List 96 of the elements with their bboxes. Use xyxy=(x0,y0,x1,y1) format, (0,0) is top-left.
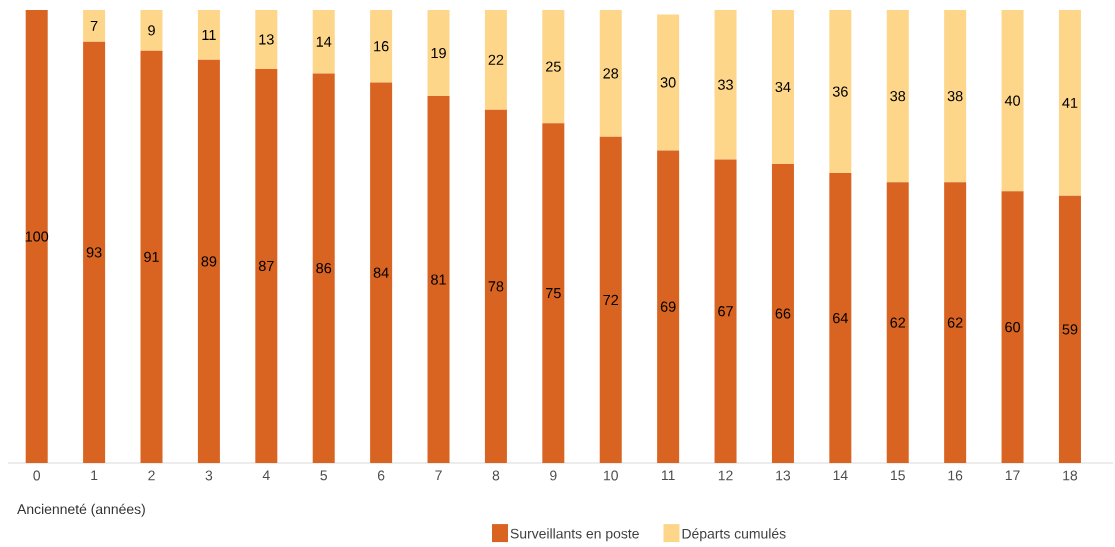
x-tick-label: 2 xyxy=(148,470,155,481)
data-label: 69 xyxy=(660,301,676,312)
bar xyxy=(197,59,220,463)
bar xyxy=(312,73,335,463)
data-label: 62 xyxy=(890,317,906,328)
x-tick-label: 4 xyxy=(262,470,270,481)
bar xyxy=(886,182,909,463)
bar xyxy=(370,82,393,463)
data-label: 30 xyxy=(660,77,676,88)
x-tick-label: 6 xyxy=(377,470,385,481)
data-label: 25 xyxy=(546,61,561,72)
bar xyxy=(370,10,393,83)
data-label: 28 xyxy=(603,68,619,79)
data-label: 84 xyxy=(373,267,389,278)
x-tick-label: 16 xyxy=(948,470,963,481)
x-tick-label: 10 xyxy=(604,470,618,481)
bar xyxy=(714,159,737,463)
x-tick-label: 13 xyxy=(776,470,791,481)
data-label: 59 xyxy=(1062,324,1078,335)
data-label: 33 xyxy=(718,79,733,90)
bar xyxy=(1058,10,1081,196)
bar xyxy=(427,96,450,463)
data-label: 11 xyxy=(202,29,216,40)
x-tick-label: 0 xyxy=(33,470,41,481)
bar xyxy=(484,109,507,463)
bar xyxy=(1058,195,1081,463)
bar xyxy=(599,10,622,137)
bar xyxy=(140,10,163,51)
data-label: 87 xyxy=(258,260,274,272)
data-label: 13 xyxy=(259,34,274,45)
data-label: 16 xyxy=(374,41,389,52)
bar xyxy=(83,41,106,463)
data-label: 7 xyxy=(90,20,98,31)
x-tick-label: 1 xyxy=(91,470,98,481)
data-label: 86 xyxy=(316,263,332,274)
x-tick-label: 17 xyxy=(1005,470,1020,481)
data-label: 100 xyxy=(25,231,49,242)
bar xyxy=(255,68,278,463)
data-label: 72 xyxy=(603,294,619,305)
bar xyxy=(197,10,220,60)
bar xyxy=(829,10,852,174)
x-tick-label: 14 xyxy=(833,470,848,481)
bar xyxy=(427,10,450,97)
data-label: 36 xyxy=(832,86,848,97)
x-tick-label: 15 xyxy=(891,470,905,481)
data-label: 41 xyxy=(1062,97,1078,108)
data-label: 67 xyxy=(718,306,733,317)
data-label: 64 xyxy=(833,312,848,324)
data-label: 40 xyxy=(1004,95,1021,106)
bar xyxy=(1001,191,1024,463)
bar xyxy=(542,10,565,124)
bar xyxy=(140,50,163,463)
data-label: 38 xyxy=(947,90,963,102)
data-label: 38 xyxy=(890,90,906,102)
x-axis-title: Ancienneté (années) xyxy=(17,503,145,517)
data-label: 60 xyxy=(1005,321,1021,333)
bar xyxy=(657,150,680,463)
bar xyxy=(599,136,622,463)
bar xyxy=(944,182,967,463)
x-tick-label: 5 xyxy=(320,470,328,481)
x-tick-label: 3 xyxy=(205,470,213,481)
bar xyxy=(886,10,909,183)
x-tick-label: 11 xyxy=(661,470,675,481)
bar xyxy=(312,10,335,74)
data-label: 78 xyxy=(488,281,504,292)
data-label: 93 xyxy=(86,247,102,258)
legend-label: Surveillants en poste xyxy=(510,528,639,542)
data-label: 14 xyxy=(316,36,332,47)
bar xyxy=(944,10,967,183)
x-tick-label: 18 xyxy=(1063,470,1078,481)
x-tick-label: 9 xyxy=(550,470,557,481)
bar xyxy=(657,14,680,151)
data-label: 66 xyxy=(775,308,791,319)
bar xyxy=(542,123,565,463)
data-label: 62 xyxy=(947,317,963,328)
data-label: 34 xyxy=(775,81,791,93)
bar xyxy=(25,10,48,463)
bar xyxy=(484,10,507,110)
bar xyxy=(83,10,106,42)
x-tick-label: 8 xyxy=(492,470,500,481)
data-label: 89 xyxy=(201,256,217,267)
bar xyxy=(771,10,794,165)
data-label: 9 xyxy=(148,25,155,36)
x-tick-label: 7 xyxy=(435,470,442,481)
bar xyxy=(255,10,278,69)
bar xyxy=(771,164,794,463)
data-label: 75 xyxy=(546,288,561,299)
data-label: 19 xyxy=(431,47,446,59)
x-tick-label: 12 xyxy=(718,470,733,481)
bar xyxy=(1001,10,1024,192)
data-label: 22 xyxy=(488,54,504,65)
bar xyxy=(829,173,852,463)
bar xyxy=(714,10,737,160)
data-label: 91 xyxy=(144,251,159,262)
data-label: 81 xyxy=(431,274,446,285)
legend-label: Départs cumulés xyxy=(682,528,786,542)
